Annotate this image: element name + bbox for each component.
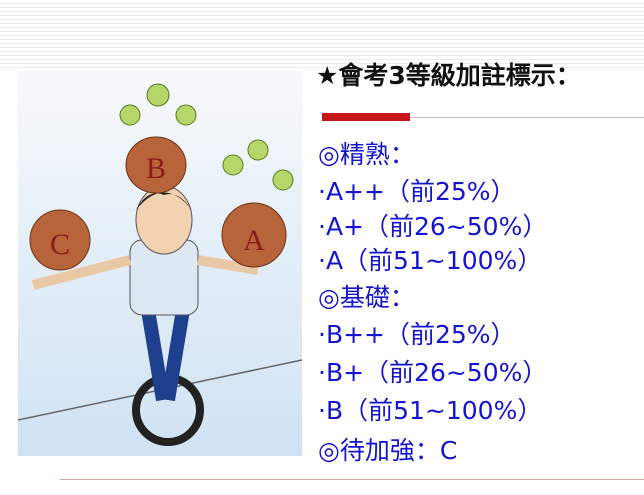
title-accent [322, 113, 410, 121]
grade-line: ◎待加強：C [318, 436, 457, 466]
grade-line: ◎精熟： [318, 140, 415, 170]
pot-letter: B [146, 152, 166, 185]
head [136, 186, 192, 254]
pot-letter: C [50, 228, 70, 261]
grade-line: ·B（前51~100%） [318, 396, 542, 426]
grade-line: ·B++（前25%） [318, 320, 516, 350]
grade-line: ◎基礎： [318, 283, 415, 313]
title-rule [410, 117, 644, 118]
slide-title: ★會考3等級加註標示： [316, 56, 581, 92]
footer-rule [60, 479, 644, 480]
grade-line: ·A（前51~100%） [318, 246, 542, 276]
slide: B C A ★會考3等級加註標示： ◎精熟： ·A++（前25%） ·A+（前26~… [0, 0, 644, 495]
grade-line: ·A+（前26~50%） [318, 212, 547, 242]
grade-line: ·A++（前25%） [318, 177, 516, 207]
illustration: B C A [18, 70, 302, 456]
grade-line: ·B+（前26~50%） [318, 358, 547, 388]
pot-letter: A [243, 224, 265, 257]
